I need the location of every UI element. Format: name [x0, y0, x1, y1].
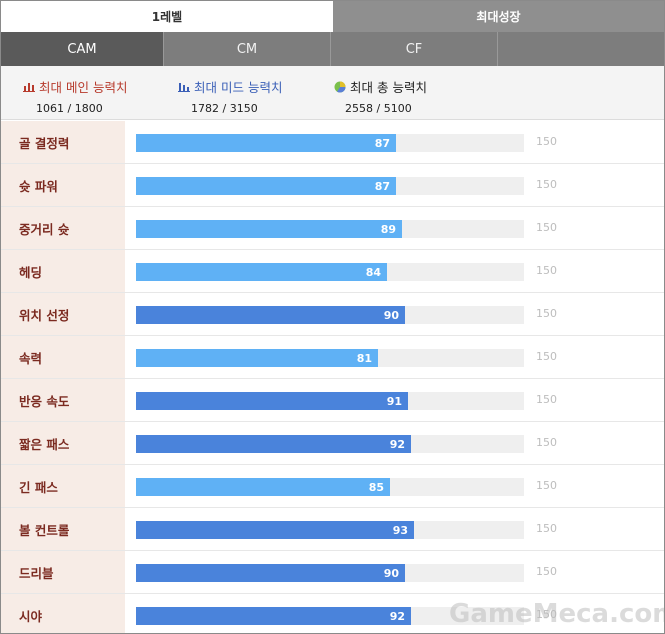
tab-position-cam[interactable]: CAM	[1, 32, 164, 66]
summary-main-stat: 최대 메인 능력치 1061 / 1800	[23, 77, 127, 115]
stat-bar-track: 91	[136, 392, 524, 410]
stat-max-value: 150	[536, 221, 557, 234]
stat-max-value: 150	[536, 393, 557, 406]
stat-max-value: 150	[536, 350, 557, 363]
bar-chart-icon	[178, 82, 190, 92]
stat-row: 반응 속도 91 150	[1, 379, 664, 422]
stat-bar-track: 81	[136, 349, 524, 367]
stat-max-value: 150	[536, 522, 557, 535]
stat-row: 볼 컨트롤 93 150	[1, 508, 664, 551]
watermark-logo: GameMeca.com	[449, 599, 665, 629]
tab-max-growth[interactable]: 최대성장	[333, 1, 664, 32]
stat-bar-fill: 81	[136, 349, 378, 367]
stat-name: 짧은 패스	[1, 422, 125, 464]
stat-bar-fill: 85	[136, 478, 390, 496]
stat-max-value: 150	[536, 565, 557, 578]
stat-name: 중거리 슛	[1, 207, 125, 249]
stat-bar-track: 92	[136, 435, 524, 453]
stat-row: 드리블 90 150	[1, 551, 664, 594]
stat-row: 골 결정력 87 150	[1, 121, 664, 164]
stat-row: 속력 81 150	[1, 336, 664, 379]
stat-row: 중거리 슛 89 150	[1, 207, 664, 250]
stat-name: 슛 파워	[1, 164, 125, 206]
stat-row: 시야 92 150	[1, 594, 664, 633]
tab-position-cf[interactable]: CF	[331, 32, 498, 66]
stat-bar-fill: 84	[136, 263, 387, 281]
bar-chart-icon	[23, 82, 35, 92]
stat-row: 짧은 패스 92 150	[1, 422, 664, 465]
stat-name: 볼 컨트롤	[1, 508, 125, 550]
summary-mid-label: 최대 미드 능력치	[194, 80, 283, 95]
stat-bar-track: 93	[136, 521, 524, 539]
stat-bar-track: 85	[136, 478, 524, 496]
stat-bar-fill: 87	[136, 177, 396, 195]
stat-max-value: 150	[536, 178, 557, 191]
stat-max-value: 150	[536, 479, 557, 492]
summary-total-stat: 최대 총 능력치 2558 / 5100	[334, 77, 427, 115]
stat-max-value: 150	[536, 436, 557, 449]
stat-bar-track: 87	[136, 134, 524, 152]
stat-row: 헤딩 84 150	[1, 250, 664, 293]
summary-mid-stat: 최대 미드 능력치 1782 / 3150	[178, 77, 282, 115]
tab-position-cm[interactable]: CM	[164, 32, 331, 66]
stat-name: 속력	[1, 336, 125, 378]
stat-row: 슛 파워 87 150	[1, 164, 664, 207]
stat-bar-fill: 90	[136, 564, 405, 582]
stat-bar-fill: 92	[136, 607, 411, 625]
stat-row: 위치 선정 90 150	[1, 293, 664, 336]
summary-total-value: 2558 / 5100	[345, 102, 412, 115]
stat-bar-fill: 91	[136, 392, 408, 410]
stat-bar-track: 87	[136, 177, 524, 195]
summary-mid-value: 1782 / 3150	[191, 102, 258, 115]
stat-name: 시야	[1, 594, 125, 633]
position-tabs: CAM CM CF	[1, 32, 664, 66]
stat-name: 반응 속도	[1, 379, 125, 421]
stat-max-value: 150	[536, 135, 557, 148]
stat-max-value: 150	[536, 264, 557, 277]
stat-bar-fill: 92	[136, 435, 411, 453]
stat-max-value: 150	[536, 307, 557, 320]
stat-name: 드리블	[1, 551, 125, 593]
stat-name: 골 결정력	[1, 121, 125, 163]
stat-bar-track: 84	[136, 263, 524, 281]
stat-name: 긴 패스	[1, 465, 125, 507]
summary-main-value: 1061 / 1800	[36, 102, 103, 115]
tab-level-1[interactable]: 1레벨	[1, 1, 333, 32]
summary-main-label: 최대 메인 능력치	[39, 80, 128, 95]
stat-bar-track: 92	[136, 607, 524, 625]
stat-bar-track: 90	[136, 306, 524, 324]
stat-max-value: 150	[536, 608, 557, 621]
pie-chart-icon	[334, 81, 346, 92]
stat-name: 위치 선정	[1, 293, 125, 335]
stat-bar-fill: 87	[136, 134, 396, 152]
stat-bar-fill: 90	[136, 306, 405, 324]
tab-position-empty[interactable]	[498, 32, 664, 66]
stat-summary: 최대 메인 능력치 1061 / 1800 최대 미드 능력치 1782 / 3…	[1, 66, 664, 120]
level-tabs: 1레벨 최대성장	[1, 1, 664, 32]
stat-bar-track: 90	[136, 564, 524, 582]
stat-bar-track: 89	[136, 220, 524, 238]
stat-name: 헤딩	[1, 250, 125, 292]
stat-list: 골 결정력 87 150 슛 파워 87 150 중거리 슛 89 150 헤딩 84 150 위치 선…	[1, 121, 664, 633]
summary-total-label: 최대 총 능력치	[350, 80, 427, 95]
stat-bar-fill: 93	[136, 521, 414, 539]
stat-row: 긴 패스 85 150	[1, 465, 664, 508]
stat-bar-fill: 89	[136, 220, 402, 238]
